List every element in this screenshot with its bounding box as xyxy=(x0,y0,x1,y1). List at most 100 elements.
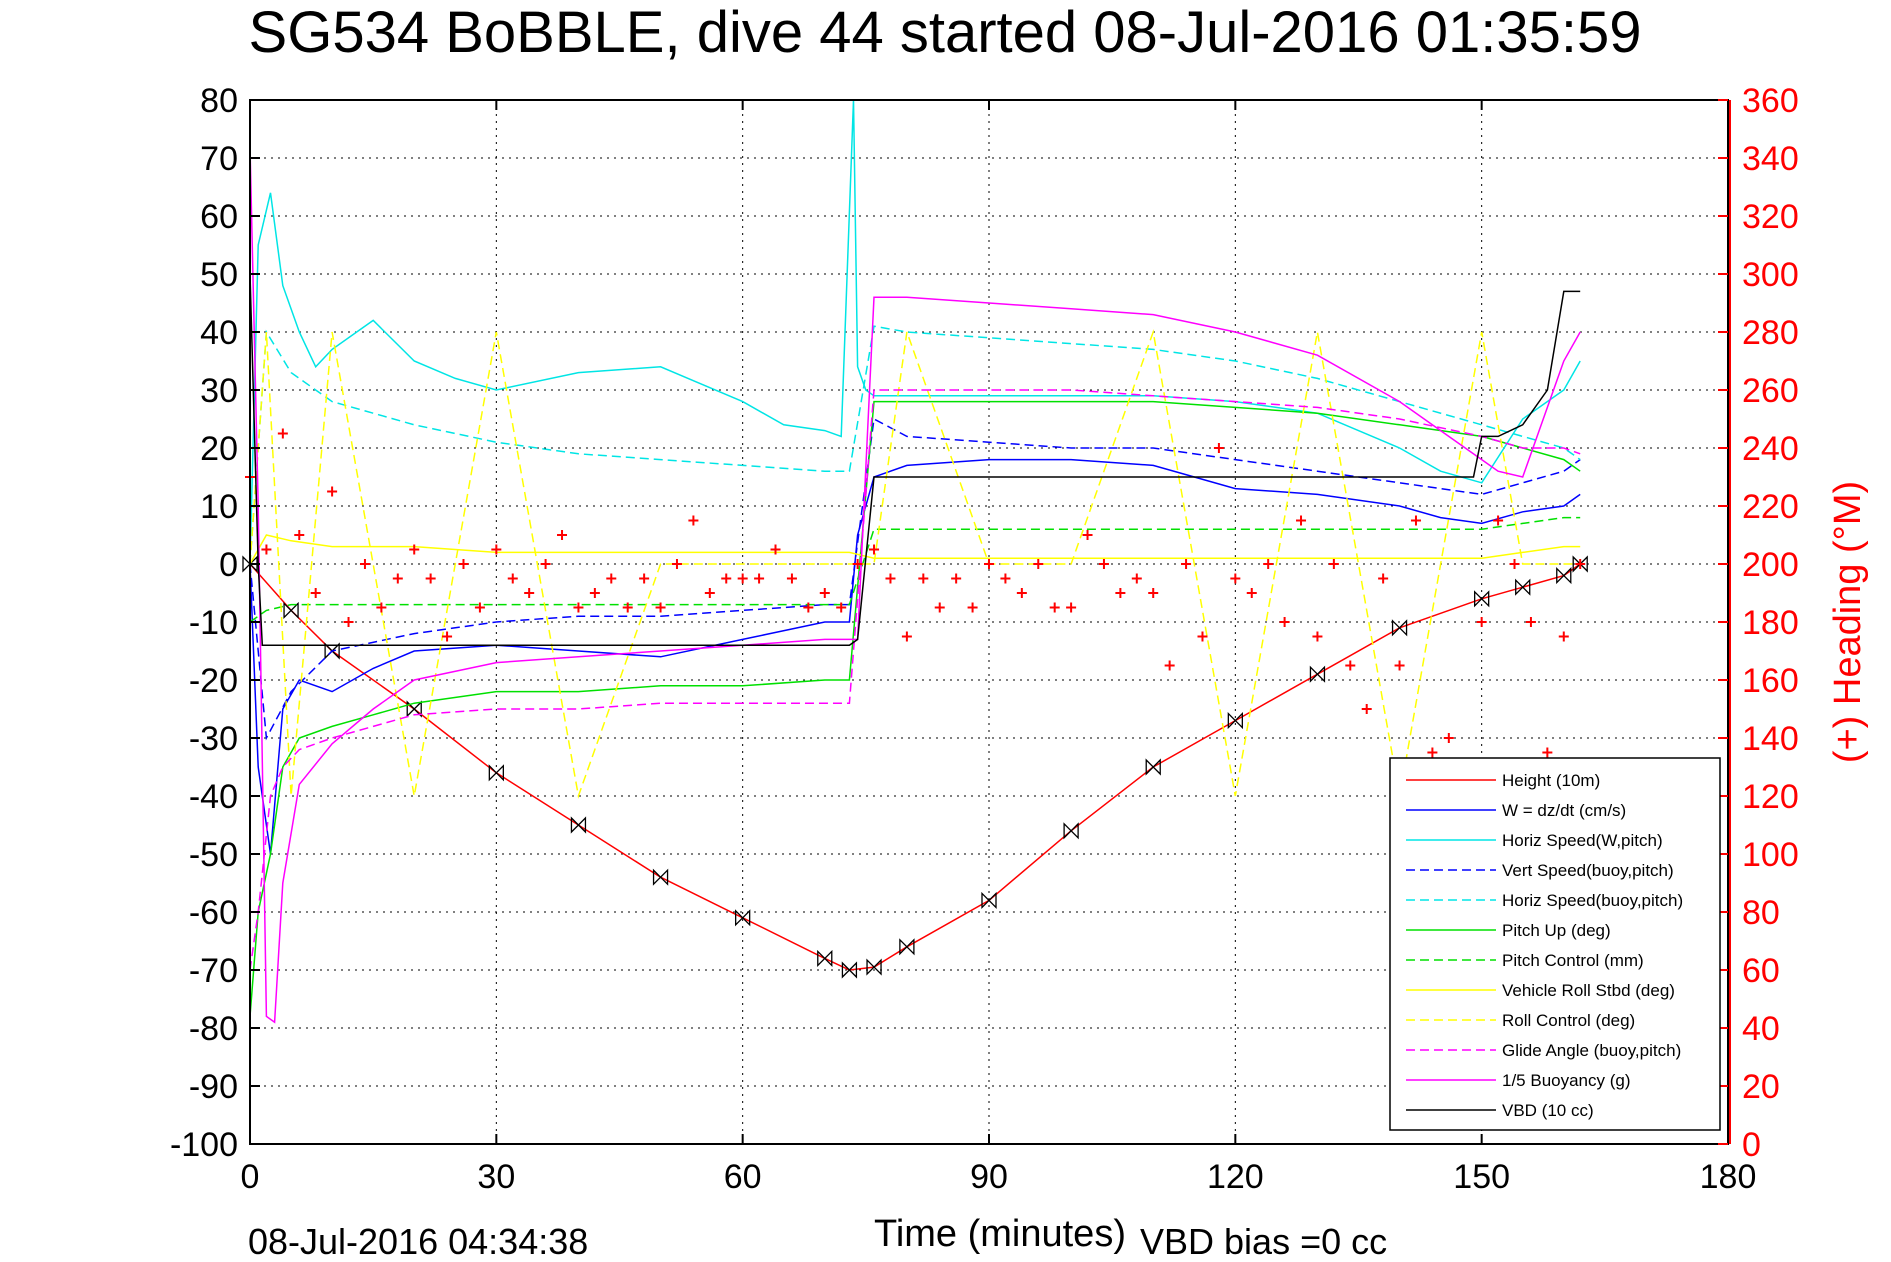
legend-entry: Glide Angle (buoy,pitch) xyxy=(1502,1041,1681,1060)
heading-point xyxy=(1098,559,1109,569)
heading-point xyxy=(951,573,962,584)
heading-point xyxy=(1328,559,1339,569)
height-marker xyxy=(1309,665,1326,683)
legend-entry: Horiz Speed(W,pitch) xyxy=(1502,831,1663,850)
y2-tick-label: 100 xyxy=(1742,836,1799,874)
legend-entry: Roll Control (deg) xyxy=(1502,1011,1635,1030)
height-marker xyxy=(652,868,669,886)
x-tick-label: 90 xyxy=(970,1158,1008,1196)
legend-box xyxy=(1389,757,1721,1131)
series-6-line xyxy=(249,516,1581,623)
y2-tick-label: 160 xyxy=(1742,662,1799,700)
height-marker xyxy=(324,642,340,660)
heading-point xyxy=(1542,747,1553,758)
heading-point xyxy=(803,602,814,613)
y2-tick-label: 120 xyxy=(1742,778,1799,816)
height-marker xyxy=(283,601,299,619)
heading-point xyxy=(1049,602,1060,613)
heading-point xyxy=(1443,733,1454,743)
heading-point xyxy=(688,515,699,526)
y-tick-label: 60 xyxy=(200,198,238,236)
y-tick-label: 50 xyxy=(200,256,238,294)
legend-entry: Pitch Up (deg) xyxy=(1502,921,1611,940)
heading-point xyxy=(901,631,912,642)
legend-entry: VBD (10 cc) xyxy=(1502,1101,1594,1120)
y-tick-label: 70 xyxy=(200,140,238,178)
legend-entry: 1/5 Buoyancy (g) xyxy=(1502,1071,1631,1090)
y2-tick-label: 320 xyxy=(1742,198,1799,236)
y-tick-label: 0 xyxy=(219,546,238,584)
heading-point xyxy=(1263,559,1274,569)
legend-entry: W = dz/dt (cm/s) xyxy=(1502,801,1626,820)
y2-tick-label: 20 xyxy=(1742,1068,1780,1106)
y2-tick-label: 180 xyxy=(1742,604,1799,642)
y-tick-label: -100 xyxy=(170,1126,238,1164)
series-10-line xyxy=(249,146,1581,1024)
heading-point xyxy=(786,573,797,584)
heading-point xyxy=(589,588,600,598)
legend-entry: Vehicle Roll Stbd (deg) xyxy=(1502,981,1675,1000)
heading-point xyxy=(540,559,551,569)
heading-point xyxy=(557,530,568,540)
heading-point xyxy=(1148,588,1159,598)
heading-point xyxy=(1279,617,1290,627)
heading-point xyxy=(836,602,847,613)
series-0-line xyxy=(249,563,1581,971)
height-marker xyxy=(570,816,587,834)
heading-point xyxy=(442,631,453,642)
y2-tick-label: 280 xyxy=(1742,314,1799,352)
height-marker xyxy=(841,961,858,979)
x-tick-label: 0 xyxy=(241,1158,260,1196)
heading-point xyxy=(721,573,732,584)
y-tick-label: 40 xyxy=(200,314,238,352)
series-5-line xyxy=(249,400,1581,1017)
y2-tick-label: 300 xyxy=(1742,256,1799,294)
y2-tick-label: 340 xyxy=(1742,140,1799,178)
y-tick-label: -60 xyxy=(189,894,238,932)
heading-point xyxy=(918,573,929,584)
series-12-heading-markers xyxy=(245,428,1586,787)
legend-entry: Horiz Speed(buoy,pitch) xyxy=(1502,891,1683,910)
heading-point xyxy=(1410,515,1421,526)
y-tick-label: -40 xyxy=(189,778,238,816)
heading-point xyxy=(1509,559,1520,569)
height-marker xyxy=(899,938,915,956)
heading-point xyxy=(474,602,485,613)
heading-point xyxy=(770,544,781,555)
legend-entry: Height (10m) xyxy=(1502,771,1600,790)
heading-point xyxy=(934,602,945,613)
heading-point xyxy=(1181,559,1192,569)
series-9-line xyxy=(249,389,1581,971)
x-axis-label: Time (minutes) xyxy=(874,1213,1126,1255)
heading-point xyxy=(376,602,387,613)
height-marker xyxy=(1556,567,1572,585)
series-1-line xyxy=(249,458,1581,855)
y-tick-label: 80 xyxy=(200,82,238,120)
heading-point xyxy=(655,602,666,613)
y-tick-label: -50 xyxy=(189,836,238,874)
heading-point xyxy=(671,559,682,569)
heading-point xyxy=(1378,573,1389,584)
x-tick-label: 150 xyxy=(1453,1158,1510,1196)
x-tick-label: 60 xyxy=(724,1158,762,1196)
heading-point xyxy=(984,559,994,569)
heading-point xyxy=(754,573,765,584)
y2-tick-label: 140 xyxy=(1742,720,1799,758)
height-marker xyxy=(866,958,882,976)
height-marker xyxy=(1474,590,1490,608)
heading-point xyxy=(261,544,272,555)
height-marker xyxy=(1063,822,1079,840)
heading-point xyxy=(704,588,715,598)
y2-tick-label: 360 xyxy=(1742,82,1799,120)
height-marker xyxy=(981,891,997,909)
heading-point xyxy=(507,573,518,584)
height-marker xyxy=(1572,555,1588,573)
footer-timestamp: 08-Jul-2016 04:34:38 xyxy=(248,1221,588,1262)
series-11-line xyxy=(249,273,1581,646)
heading-point xyxy=(491,544,502,555)
y-tick-label: 10 xyxy=(200,488,238,526)
height-marker xyxy=(1515,578,1531,596)
height-marker xyxy=(488,764,504,782)
heading-point xyxy=(1213,443,1224,453)
